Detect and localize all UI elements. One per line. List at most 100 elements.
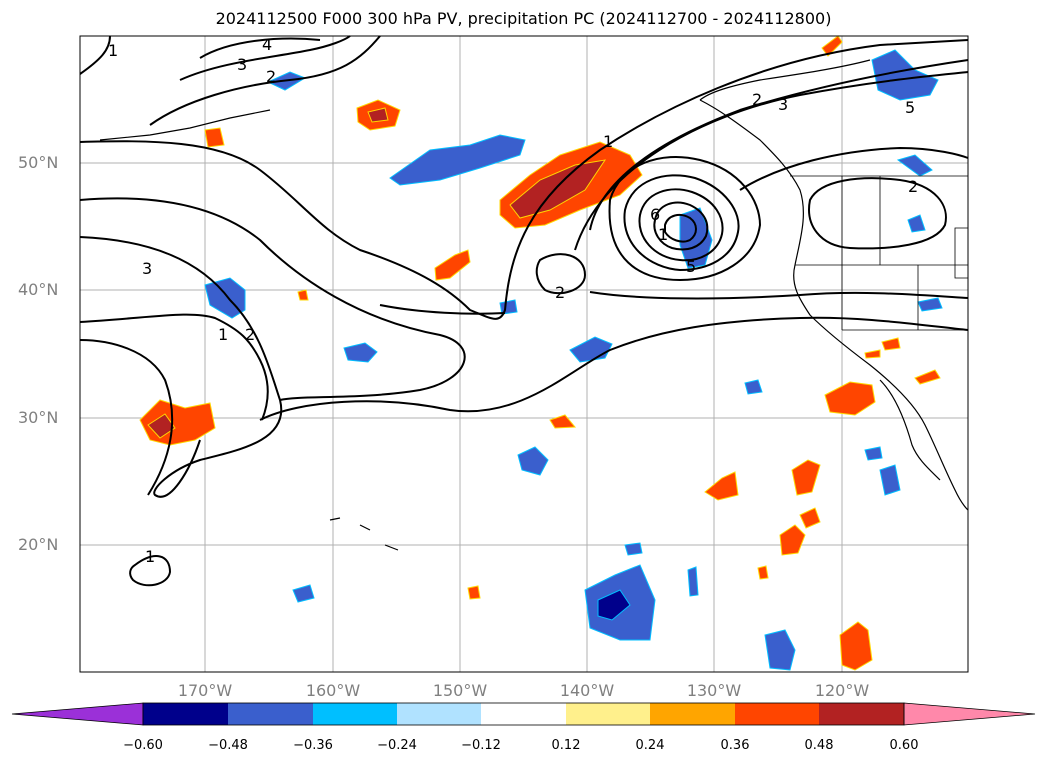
lat-label: 50°N	[18, 153, 59, 172]
lat-label: 20°N	[18, 535, 59, 554]
precip-patch	[147, 413, 176, 439]
lon-label: 140°W	[559, 681, 615, 700]
lon-label: 130°W	[686, 681, 742, 700]
lat-label: 40°N	[18, 280, 59, 299]
pv-contour	[608, 155, 762, 282]
pv-contour	[129, 555, 172, 587]
pv-contour	[808, 177, 947, 250]
contour-label: 4	[262, 35, 272, 54]
colorbar-swatch	[228, 703, 313, 725]
colorbar-swatch	[566, 703, 650, 725]
colorbar-swatch	[819, 703, 904, 725]
contour-label: 3	[142, 259, 152, 278]
pv-contour	[259, 316, 969, 421]
precip-patch	[679, 207, 713, 269]
contour-label: 5	[686, 257, 696, 276]
precip-patch	[764, 629, 796, 671]
precip-patch	[204, 277, 246, 319]
pv-contour	[653, 201, 709, 251]
pv-contour	[623, 174, 740, 272]
pv-contour	[739, 146, 969, 191]
pv-contour	[589, 291, 969, 300]
contour-label: 2	[555, 283, 565, 302]
precip-patch	[917, 297, 943, 312]
colorbar	[11, 702, 1036, 726]
colorbar-swatch	[143, 703, 228, 725]
pv-contour	[664, 213, 697, 243]
precip-patch	[509, 159, 607, 219]
contour-label: 2	[752, 90, 762, 109]
colorbar-swatch	[481, 703, 566, 725]
precip-patch	[914, 369, 941, 385]
pv-contour	[79, 339, 174, 496]
colorbar-tick: −0.60	[123, 738, 163, 753]
precip-patch	[799, 507, 821, 529]
colorbar-swatch	[397, 703, 481, 725]
contour-label: 1	[603, 132, 613, 151]
precip-patch	[879, 464, 901, 496]
colorbar-tick: 0.48	[804, 738, 834, 753]
coastlines	[99, 59, 969, 551]
gridlines	[80, 36, 968, 672]
precip-patch	[687, 566, 699, 597]
pv-contour	[574, 71, 969, 251]
precip-patch	[467, 585, 481, 600]
precip-positive	[139, 35, 941, 671]
precip-patch	[839, 621, 873, 671]
colorbar-tick: −0.36	[293, 738, 333, 753]
pv-contour	[179, 35, 351, 81]
pv-contour	[638, 188, 724, 262]
contour-label: 2	[908, 177, 918, 196]
colorbar-tick: 0.24	[635, 738, 665, 753]
contour-label: 1	[218, 325, 228, 344]
pv-contour	[199, 37, 321, 59]
contour-label: 1	[145, 547, 155, 566]
precip-patch	[434, 249, 471, 281]
pv-contour	[535, 253, 587, 295]
precip-patch	[204, 127, 225, 148]
precip-patch	[791, 459, 821, 496]
colorbar-swatch	[650, 703, 735, 725]
precip-patch	[517, 446, 549, 476]
lon-label: 150°W	[432, 681, 488, 700]
colorbar-swatch	[735, 703, 819, 725]
contour-label: 2	[266, 67, 276, 86]
colorbar-tick: −0.12	[461, 738, 501, 753]
precip-patch	[871, 49, 939, 101]
lat-label: 30°N	[18, 408, 59, 427]
colorbar-tick: 0.36	[720, 738, 750, 753]
lon-label: 120°W	[814, 681, 870, 700]
contour-label: 3	[237, 55, 247, 74]
precip-patch	[367, 107, 389, 123]
contour-label: 3	[778, 95, 788, 114]
colorbar-tick: −0.24	[377, 738, 417, 753]
contour-label: 1	[658, 225, 668, 244]
colorbar-tick: 0.60	[889, 738, 919, 753]
pv-contour	[79, 35, 111, 75]
chart-title: 2024112500 F000 300 hPa PV, precipitatio…	[215, 9, 832, 28]
colorbar-extend-right	[903, 702, 1036, 726]
colorbar-extend-left	[11, 702, 144, 726]
precip-patch	[779, 524, 806, 556]
lon-label: 160°W	[305, 681, 361, 700]
precip-patch	[704, 471, 739, 501]
contour-label: 2	[245, 325, 255, 344]
contour-label: 1	[108, 41, 118, 60]
lon-label: 170°W	[177, 681, 233, 700]
pv-contour	[379, 304, 506, 315]
precip-patch	[343, 342, 378, 363]
pv-contour	[79, 197, 466, 401]
precip-patch	[757, 565, 769, 580]
precip-patch	[881, 337, 901, 351]
precip-patch	[864, 446, 883, 461]
precip-patch	[907, 214, 926, 233]
pv-contour	[149, 35, 381, 126]
precip-patch	[297, 289, 309, 301]
map-frame	[79, 35, 969, 673]
contour-label: 5	[905, 98, 915, 117]
contour-labels: 1 4 3 2 3 1 2 2 3 6 5 2 5 1 1 2 1	[108, 35, 918, 566]
precip-patch	[569, 336, 613, 363]
pv-contour	[589, 59, 969, 231]
precip-patch	[292, 584, 315, 603]
